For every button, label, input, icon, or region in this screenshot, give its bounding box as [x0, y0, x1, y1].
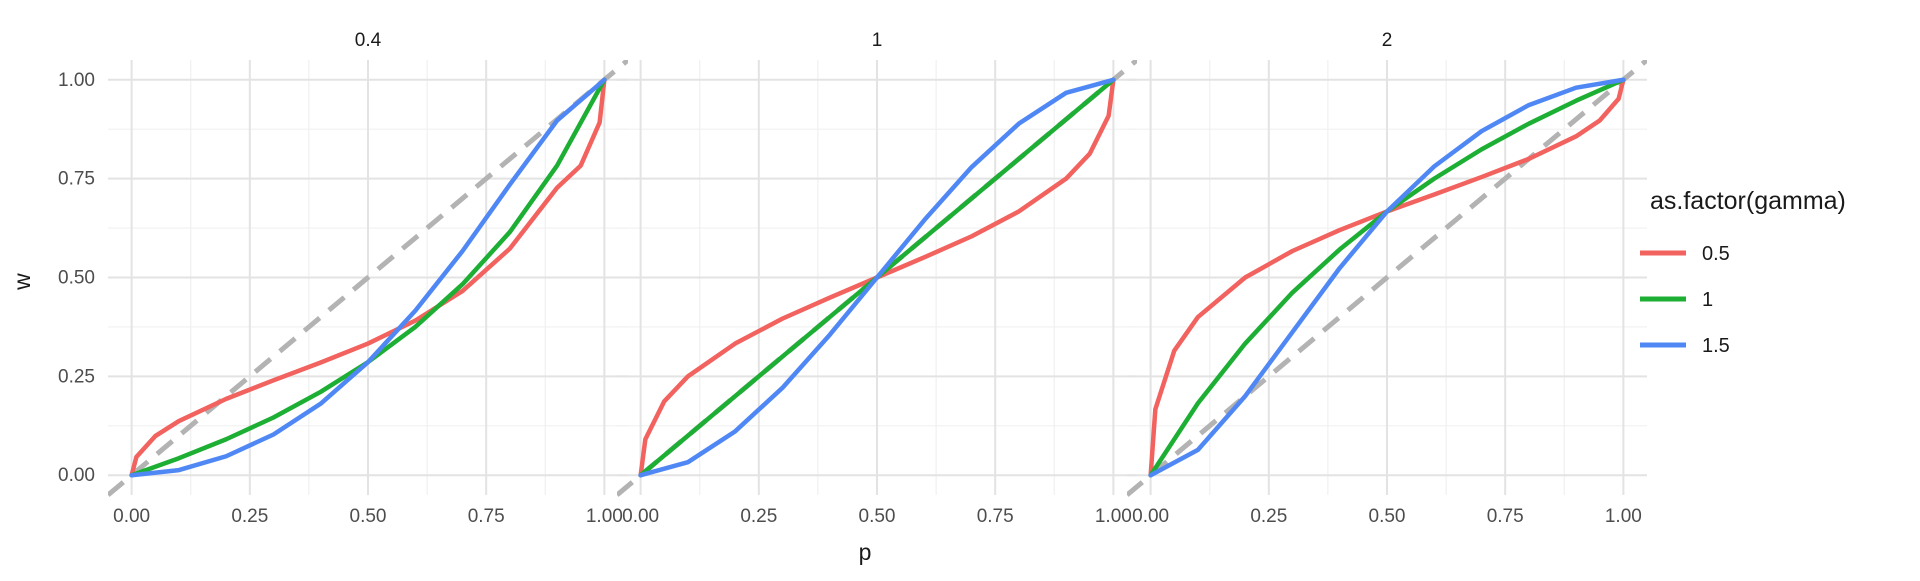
x-tick-label: 0.75: [977, 506, 1014, 527]
legend-label: 0.5: [1702, 243, 1730, 265]
y-axis-title: w: [9, 273, 35, 291]
facet-title: 1: [872, 30, 883, 51]
y-tick-label: 0.50: [58, 268, 95, 289]
y-tick-label: 0.75: [58, 169, 95, 190]
x-tick-label: 0.00: [1132, 506, 1169, 527]
y-tick-label: 0.25: [58, 366, 95, 387]
x-tick-label: 1.00: [1095, 506, 1132, 527]
x-tick-label: 0.00: [622, 506, 659, 527]
reference-diagonal-line: [108, 60, 628, 497]
x-tick-label: 0.75: [468, 506, 505, 527]
legend-title: as.factor(gamma): [1650, 187, 1846, 215]
series-line-gamma-1-5: [1148, 77, 1626, 478]
series-line-gamma-0-5: [129, 77, 607, 478]
facet-panel: 0.4 0.00 0.25 0.50 0.75 1.00: [108, 30, 628, 527]
series-line-gamma-1-5: [638, 77, 1116, 478]
x-tick-label: 0.25: [1250, 506, 1287, 527]
x-tick-label: 1.00: [586, 506, 623, 527]
y-tick-label: 1.00: [58, 70, 95, 91]
x-tick-label: 0.50: [1369, 506, 1406, 527]
x-tick-label: 0.00: [113, 506, 150, 527]
legend: as.factor(gamma) 0.5 1 1.5: [1640, 187, 1846, 357]
x-tick-label: 0.50: [859, 506, 896, 527]
legend-label: 1: [1702, 289, 1713, 311]
x-tick-label: 0.25: [740, 506, 777, 527]
facet-title: 0.4: [355, 30, 382, 51]
facet-title: 2: [1382, 30, 1393, 51]
x-axis-title: p: [859, 539, 872, 565]
x-tick-label: 0.75: [1487, 506, 1524, 527]
facet-panel: 1 0.00 0.25 0.50 0.75 1.00: [617, 30, 1137, 527]
x-tick-label: 0.50: [350, 506, 387, 527]
reference-diagonal-line: [1127, 60, 1647, 497]
x-tick-label: 1.00: [1605, 506, 1642, 527]
facet-panel: 2 0.00 0.25 0.50 0.75 1.00: [1127, 30, 1647, 527]
y-tick-label: 0.00: [58, 465, 95, 486]
x-tick-label: 0.25: [231, 506, 268, 527]
legend-label: 1.5: [1702, 335, 1730, 357]
series-line-gamma-1-5: [129, 77, 607, 478]
